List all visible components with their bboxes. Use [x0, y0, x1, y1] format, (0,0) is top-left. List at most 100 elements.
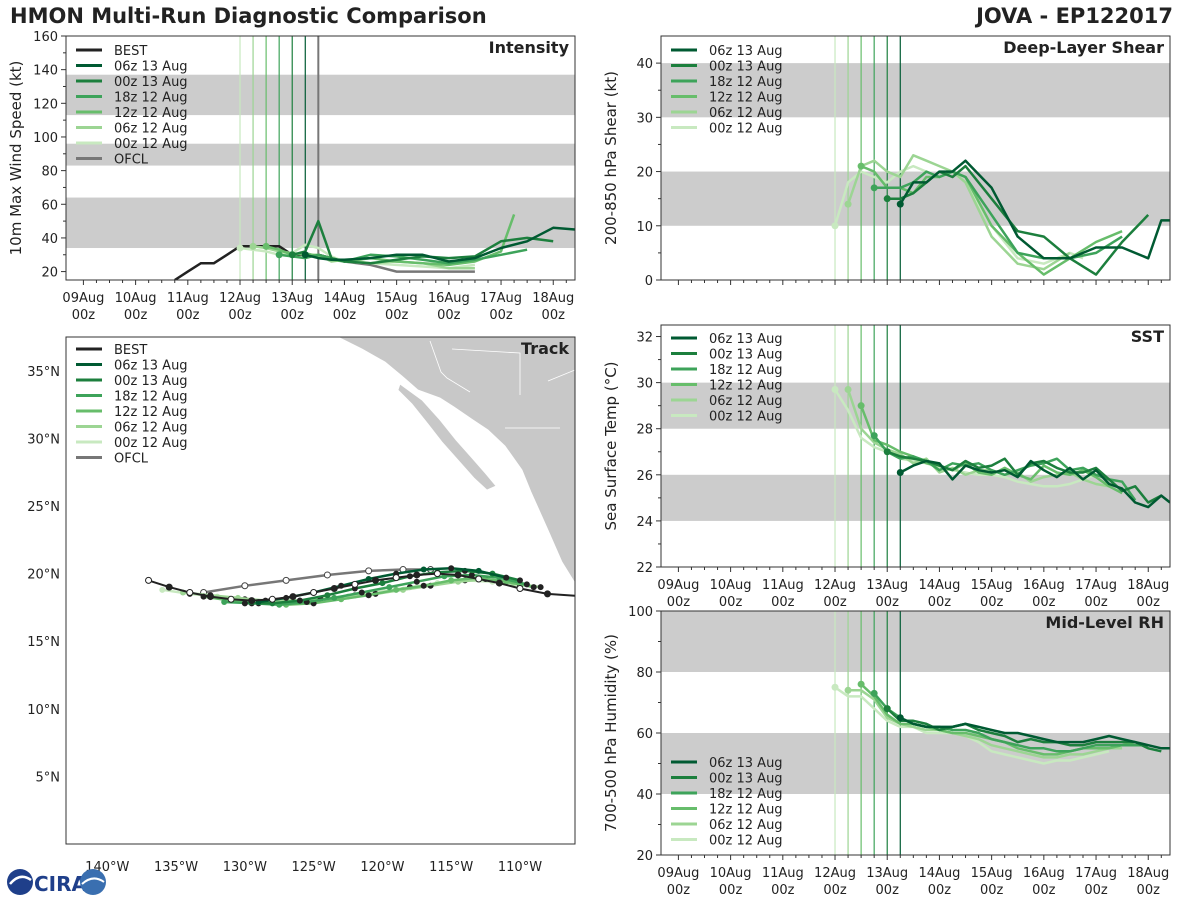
shear-legend-label: 00z 13 Aug: [709, 60, 783, 75]
rh-xtick-label-hour: 00z: [667, 883, 691, 898]
intensity-series-line: [239, 243, 476, 270]
shear-ytick-label: 40: [636, 57, 653, 72]
track-lat-label: 30°N: [27, 432, 60, 447]
rh-xtick-label-hour: 00z: [876, 883, 900, 898]
track-title: Track: [521, 339, 569, 358]
intensity-xtick-label-hour: 00z: [176, 308, 200, 323]
intensity-series-start-point: [288, 251, 296, 259]
track-best-point: [543, 590, 551, 598]
track-best-point: [433, 570, 441, 578]
track-series-point: [393, 586, 400, 593]
rh-legend-label: 00z 13 Aug: [709, 772, 783, 787]
intensity-ylabel: 10m Max Wind Speed (kt): [7, 61, 25, 256]
intensity-xtick-label-date: 14Aug: [323, 291, 365, 306]
track-legend-label: 18z 12 Aug: [114, 390, 188, 405]
track-lat-label: 35°N: [27, 365, 60, 380]
track-series-point: [537, 584, 544, 591]
intensity-xtick-label-date: 11Aug: [167, 291, 209, 306]
sst-series-line: [833, 388, 1097, 488]
intensity-ytick-label: 100: [33, 131, 58, 146]
sst-xtick-label-date: 18Aug: [1127, 578, 1169, 593]
shear-ylabel: 200-850 hPa Shear (kt): [602, 71, 620, 245]
sst-ytick-label: 22: [636, 561, 653, 576]
track-lon-label: 110°W: [498, 860, 542, 875]
track-legend-label: 12z 12 Aug: [114, 405, 188, 420]
sst-xtick-label-hour: 00z: [771, 595, 795, 610]
sst-ytick-label: 26: [636, 469, 653, 484]
intensity-ytick-label: 20: [41, 266, 58, 281]
intensity-xtick-label-hour: 00z: [542, 308, 566, 323]
rh-xtick-label-date: 16Aug: [1023, 866, 1065, 881]
intensity-xtick-label-hour: 00z: [333, 308, 357, 323]
rh-ytick-label: 40: [636, 788, 653, 803]
intensity-legend-label: 06z 13 Aug: [114, 60, 188, 75]
track-best-point: [392, 574, 400, 582]
rh-ytick-label: 100: [628, 605, 653, 620]
intensity-legend-label: 12z 12 Aug: [114, 106, 188, 121]
track-series-point: [448, 565, 455, 572]
sst-ytick-label: 24: [636, 515, 653, 530]
intensity-series-start-point: [236, 244, 244, 252]
rh-xtick-label-date: 09Aug: [657, 866, 699, 881]
track-lat-label: 10°N: [27, 703, 60, 718]
sst-xtick-label-hour: 00z: [980, 595, 1004, 610]
sst-band-0: [661, 474, 1170, 521]
shear-band-1: [661, 63, 1170, 118]
rh-ytick-label: 80: [636, 666, 653, 681]
rh-xtick-label-hour: 00z: [719, 883, 743, 898]
intensity-legend-label: 18z 12 Aug: [114, 91, 188, 106]
track-panel: 140°W 135°W 130°W 125°W 120°W 115°W 110°W5°N10…: [27, 336, 592, 875]
intensity-series-start-point: [301, 251, 309, 259]
intensity-band-2: [66, 74, 575, 116]
intensity-xtick-label-date: 09Aug: [62, 291, 104, 306]
track-best-point: [186, 589, 194, 597]
sst-ytick-label: 32: [636, 331, 653, 346]
rh-xtick-label-date: 13Aug: [866, 866, 908, 881]
rh-ytick-label: 60: [636, 727, 653, 742]
shear-series-start-point: [857, 162, 865, 170]
track-best-point: [516, 584, 524, 592]
cira-logo-seal: [80, 869, 106, 895]
sst-series-line: [899, 459, 1170, 509]
intensity-series-start-point: [262, 242, 270, 250]
track-series-point: [420, 582, 427, 589]
track-series-point: [530, 584, 537, 591]
intensity-xtick-label-date: 15Aug: [376, 291, 418, 306]
shear-legend-label: 18z 12 Aug: [709, 75, 783, 90]
sst-band-1: [661, 382, 1170, 429]
sst-xtick-label-date: 16Aug: [1023, 578, 1065, 593]
shear-series-line: [887, 164, 1150, 276]
shear-ytick-label: 0: [645, 274, 653, 289]
intensity-title: Intensity: [489, 38, 570, 57]
track-series-point: [448, 577, 455, 584]
sst-xtick-label-hour: 00z: [667, 595, 691, 610]
rh-band-0: [661, 733, 1170, 794]
rh-title: Mid-Level RH: [1045, 613, 1164, 632]
shear-legend-label: 06z 13 Aug: [709, 44, 783, 59]
intensity-ytick-label: 80: [41, 165, 58, 180]
sst-legend-label: 06z 12 Aug: [709, 394, 783, 409]
track-land-mainland: [337, 337, 575, 584]
track-best-point: [372, 576, 380, 584]
intensity-xtick-label-date: 13Aug: [271, 291, 313, 306]
shear-series-start-point: [831, 222, 839, 230]
shear-series-start-point: [896, 200, 904, 208]
sst-xtick-label-hour: 00z: [1084, 595, 1108, 610]
sst-xtick-label-date: 15Aug: [971, 578, 1013, 593]
shear-ytick-label: 30: [636, 111, 653, 126]
intensity-legend-label: 00z 13 Aug: [114, 75, 188, 90]
rh-series-start-point: [844, 686, 852, 694]
shear-legend-label: 12z 12 Aug: [709, 91, 783, 106]
rh-series-start-point: [896, 714, 904, 722]
sst-series-start-point: [896, 469, 904, 477]
track-ofcl-point: [241, 582, 249, 590]
track-best-point: [586, 594, 592, 600]
intensity-xtick-label-hour: 00z: [281, 308, 305, 323]
storm-id: JOVA - EP122017: [976, 4, 1173, 28]
track-frame: [65, 336, 576, 845]
sst-xtick-label-date: 11Aug: [762, 578, 804, 593]
sst-legend-label: 00z 12 Aug: [709, 410, 783, 425]
rh-series-start-point: [883, 705, 891, 713]
track-legend-label: BEST: [114, 343, 147, 358]
